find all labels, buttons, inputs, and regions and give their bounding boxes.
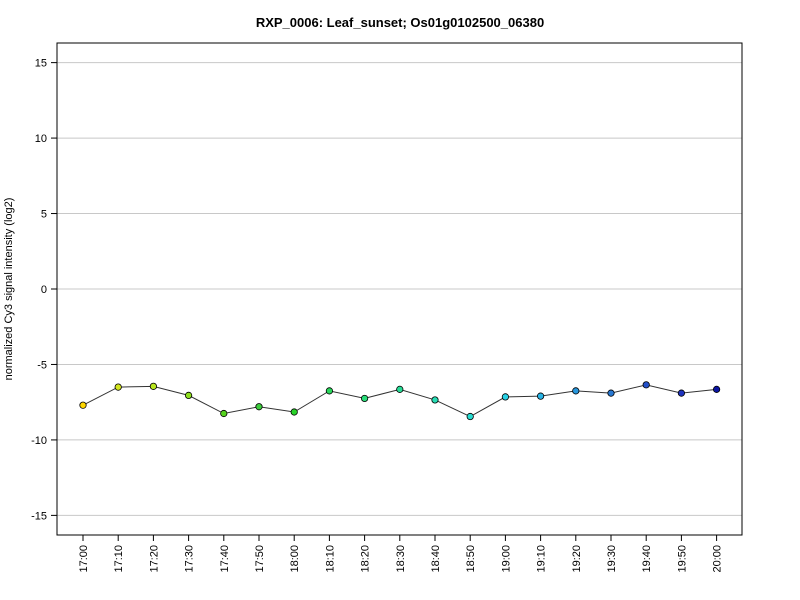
y-tick-label: 0: [41, 284, 47, 296]
data-point: [466, 412, 474, 421]
chart-title: RXP_0006: Leaf_sunset; Os01g0102500_0638…: [256, 15, 544, 30]
x-tick-label: 17:30: [184, 545, 196, 573]
x-tick-label: 19:20: [571, 545, 583, 573]
x-tick-label: 17:20: [148, 545, 160, 573]
data-point: [536, 392, 545, 400]
data-point: [79, 401, 87, 409]
y-tick-label: 5: [41, 209, 47, 221]
x-tick-label: 20:00: [712, 545, 724, 573]
x-tick-label: 18:10: [324, 545, 336, 573]
x-tick-label: 18:30: [395, 545, 407, 573]
data-point: [572, 387, 580, 395]
x-tick-label: 17:40: [219, 545, 231, 573]
x-tick-label: 17:00: [78, 545, 90, 573]
grid-lines: [57, 62, 742, 516]
x-tick-label: 19:40: [641, 545, 653, 573]
y-tick-label: -5: [37, 359, 47, 371]
y-tick-label: -10: [31, 435, 47, 447]
data-point: [642, 381, 650, 389]
x-axis: 17:00 17:10 17:20 17:30 17:40 17:50 18:00 18:10…: [78, 534, 724, 573]
data-point: [290, 408, 298, 416]
data-point: [607, 389, 615, 397]
x-tick-label: 18:00: [289, 545, 301, 573]
data-point: [325, 387, 333, 395]
data-point: [360, 394, 369, 403]
x-tick-label: 18:20: [360, 545, 372, 573]
y-tick-label: 15: [35, 58, 47, 70]
data-point: [114, 383, 122, 391]
data-point: [501, 393, 509, 401]
x-tick-label: 19:10: [536, 545, 548, 573]
y-tick-label: -15: [31, 510, 47, 522]
data-point: [431, 396, 439, 404]
x-tick-label: 17:50: [254, 545, 266, 573]
series-layer: [79, 381, 721, 421]
data-point: [185, 391, 193, 399]
data-point: [149, 382, 157, 390]
data-point: [396, 385, 404, 393]
x-tick-label: 19:30: [606, 545, 618, 573]
data-point: [677, 389, 686, 397]
x-tick-label: 19:00: [500, 545, 512, 573]
data-point: [255, 403, 263, 411]
x-tick-label: 18:40: [430, 545, 442, 573]
x-tick-label: 18:50: [465, 545, 477, 573]
x-tick-label: 17:10: [113, 545, 125, 573]
y-axis-label: normalized Cy3 signal intensity (log2): [3, 198, 15, 381]
y-tick-label: 10: [35, 133, 47, 145]
data-point: [220, 409, 228, 418]
data-point: [712, 385, 721, 393]
x-tick-label: 19:50: [676, 545, 688, 573]
y-axis: 15 10 5 0 -5 -10 -15: [31, 58, 57, 522]
